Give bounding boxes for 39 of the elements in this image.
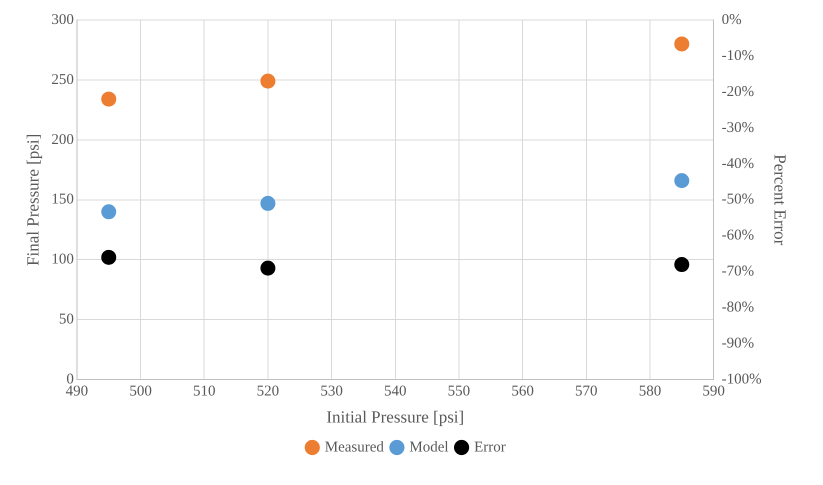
legend-label: Measured	[324, 439, 384, 456]
y-tick-label: 50	[58, 312, 74, 328]
x-tick-label: 490	[66, 384, 88, 400]
x-tick-label: 570	[575, 384, 598, 400]
x-tick-label: 530	[320, 384, 343, 400]
y-tick-label: 250	[51, 72, 74, 88]
y2-tick-label: -60%	[722, 228, 754, 244]
point	[260, 196, 276, 211]
legend-label: Model	[409, 439, 449, 456]
y2-axis-title: Percent Error	[770, 154, 790, 246]
y2-tick-label: -80%	[722, 300, 754, 316]
y2-tick-label: -20%	[722, 84, 754, 100]
y-tick-label: 100	[51, 252, 74, 268]
x-tick-label: 500	[129, 384, 152, 400]
x-axis-title: Initial Pressure [psi]	[326, 407, 464, 426]
y2-tick-label: -70%	[722, 264, 754, 280]
x-tick-label: 580	[638, 384, 662, 400]
x-tick-label: 590	[702, 384, 725, 400]
point	[674, 36, 690, 52]
y2-tick-label: -90%	[722, 336, 754, 352]
y2-tick-label: 0%	[722, 12, 742, 28]
y-tick-label: 300	[51, 12, 74, 28]
point	[674, 173, 690, 188]
point	[260, 74, 276, 89]
y2-tick-label: -40%	[722, 156, 754, 172]
y2-tick-label: -50%	[722, 192, 754, 208]
y2-tick-label: -10%	[722, 48, 754, 64]
legend-label: Error	[474, 439, 506, 456]
point	[101, 204, 116, 220]
x-tick-label: 510	[192, 384, 216, 400]
y-tick-label: 150	[51, 192, 74, 208]
x-tick-label: 540	[384, 384, 407, 400]
y2-tick-label: -30%	[722, 120, 754, 136]
x-tick-label: 520	[256, 384, 280, 400]
y-axis-title: Final Pressure [psi]	[24, 134, 43, 266]
x-tick-label: 550	[448, 384, 470, 400]
x-tick-label: 560	[511, 384, 534, 400]
point	[101, 92, 116, 107]
y-tick-label: 200	[51, 132, 74, 148]
